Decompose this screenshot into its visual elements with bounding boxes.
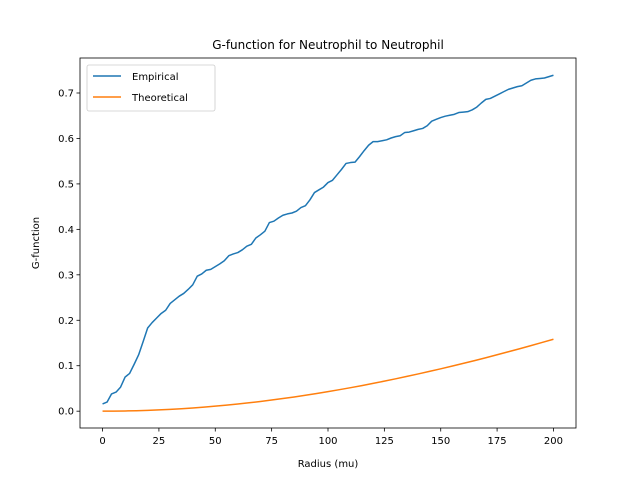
chart-title: G-function for Neutrophil to Neutrophil: [212, 38, 444, 52]
series-layer: [102, 74, 554, 412]
legend-label-theoretical: Theoretical: [131, 93, 188, 104]
y-tick-label: 0.3: [58, 270, 74, 281]
y-axis-label: G-function: [31, 217, 42, 269]
y-tick-label: 0.4: [58, 225, 74, 236]
y-tick-label: 0.2: [58, 316, 74, 327]
legend-label-empirical: Empirical: [132, 72, 178, 83]
y-tick-label: 0.1: [58, 361, 74, 372]
y-tick-label: 0.5: [58, 179, 74, 190]
x-tick-label: 150: [431, 436, 450, 447]
series-line-empirical: [102, 74, 554, 405]
x-axis-ticks: 0 25 50 75 100 125 150 175 200: [99, 428, 563, 447]
x-tick-label: 50: [209, 436, 222, 447]
x-tick-label: 175: [488, 436, 507, 447]
x-tick-label: 25: [153, 436, 166, 447]
x-tick-label: 200: [544, 436, 563, 447]
x-tick-label: 100: [318, 436, 337, 447]
legend: Empirical Theoretical: [86, 64, 216, 112]
axes-frame: [79, 57, 577, 429]
x-tick-label: 125: [375, 436, 394, 447]
x-axis-label: Radius (mu): [298, 459, 359, 470]
y-axis-ticks: 0.0 0.1 0.2 0.3 0.4 0.5 0.6 0.7: [58, 89, 80, 418]
series-line-theoretical: [102, 338, 554, 412]
y-tick-label: 0.0: [58, 407, 74, 418]
x-tick-label: 0: [99, 436, 105, 447]
y-tick-label: 0.7: [58, 89, 74, 100]
y-tick-label: 0.6: [58, 134, 74, 145]
x-tick-label: 75: [265, 436, 278, 447]
